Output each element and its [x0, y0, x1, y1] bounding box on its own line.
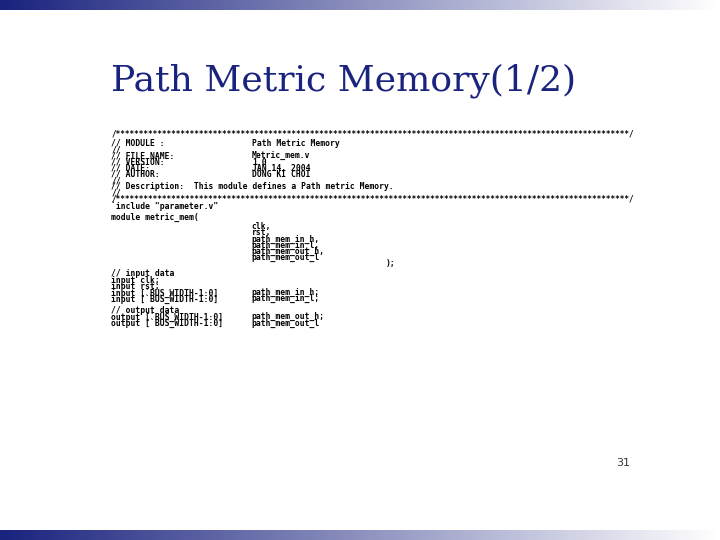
Text: path_mem_in_h;: path_mem_in_h; [252, 288, 320, 297]
Text: /*******************************************************************************: /***************************************… [111, 195, 634, 204]
Text: DONG KI CHOI: DONG KI CHOI [252, 170, 310, 179]
Text: input rst;: input rst; [111, 282, 160, 291]
Text: // Description:  This module defines a Path metric Memory.: // Description: This module defines a Pa… [111, 183, 394, 192]
Text: path_mem_out_l: path_mem_out_l [252, 319, 320, 328]
Text: rst,: rst, [252, 228, 271, 237]
Text: // VERSION:: // VERSION: [111, 158, 165, 166]
Text: //: // [111, 145, 121, 154]
Text: input clk;: input clk; [111, 275, 160, 285]
Text: 31: 31 [616, 458, 630, 468]
Text: Metric_mem.v: Metric_mem.v [252, 151, 310, 160]
Text: path_mem_in_l;: path_mem_in_l; [252, 294, 320, 303]
Text: path_mem_in_l,: path_mem_in_l, [252, 241, 320, 250]
Text: input [`BUS_WIDTH-1:0]: input [`BUS_WIDTH-1:0] [111, 288, 218, 298]
Text: `include "parameter.v": `include "parameter.v" [111, 201, 218, 211]
Text: // FILE NAME:: // FILE NAME: [111, 151, 174, 160]
Text: // AUTHOR:: // AUTHOR: [111, 170, 160, 179]
Text: path_mem_out_l: path_mem_out_l [252, 253, 320, 262]
Text: );: ); [386, 259, 395, 268]
Text: path_mem_in_h,: path_mem_in_h, [252, 234, 320, 244]
Text: clk,: clk, [252, 222, 271, 231]
Text: 1.0: 1.0 [252, 158, 266, 166]
Text: JAN 14, 2004: JAN 14, 2004 [252, 164, 310, 173]
Text: //: // [111, 176, 121, 185]
Text: module metric_mem(: module metric_mem( [111, 212, 199, 221]
Text: // output data: // output data [111, 306, 179, 315]
Text: // DATE:: // DATE: [111, 164, 150, 173]
Text: path_mem_out_h;: path_mem_out_h; [252, 312, 325, 321]
Text: // input data: // input data [111, 269, 174, 279]
Text: /*******************************************************************************: /***************************************… [111, 129, 634, 138]
Text: path_mem_out_h,: path_mem_out_h, [252, 247, 325, 256]
Text: Path Metric Memory: Path Metric Memory [252, 139, 340, 148]
Text: output [`BUS_WIDTH-1:0]: output [`BUS_WIDTH-1:0] [111, 319, 223, 328]
Text: Path Metric Memory(1/2): Path Metric Memory(1/2) [111, 64, 576, 98]
Text: //: // [111, 188, 121, 198]
Text: // MODULE :: // MODULE : [111, 139, 165, 148]
Text: output [`BUS_WIDTH-1:0]: output [`BUS_WIDTH-1:0] [111, 312, 223, 322]
Text: input [`BUS_WIDTH-1:0]: input [`BUS_WIDTH-1:0] [111, 294, 218, 304]
